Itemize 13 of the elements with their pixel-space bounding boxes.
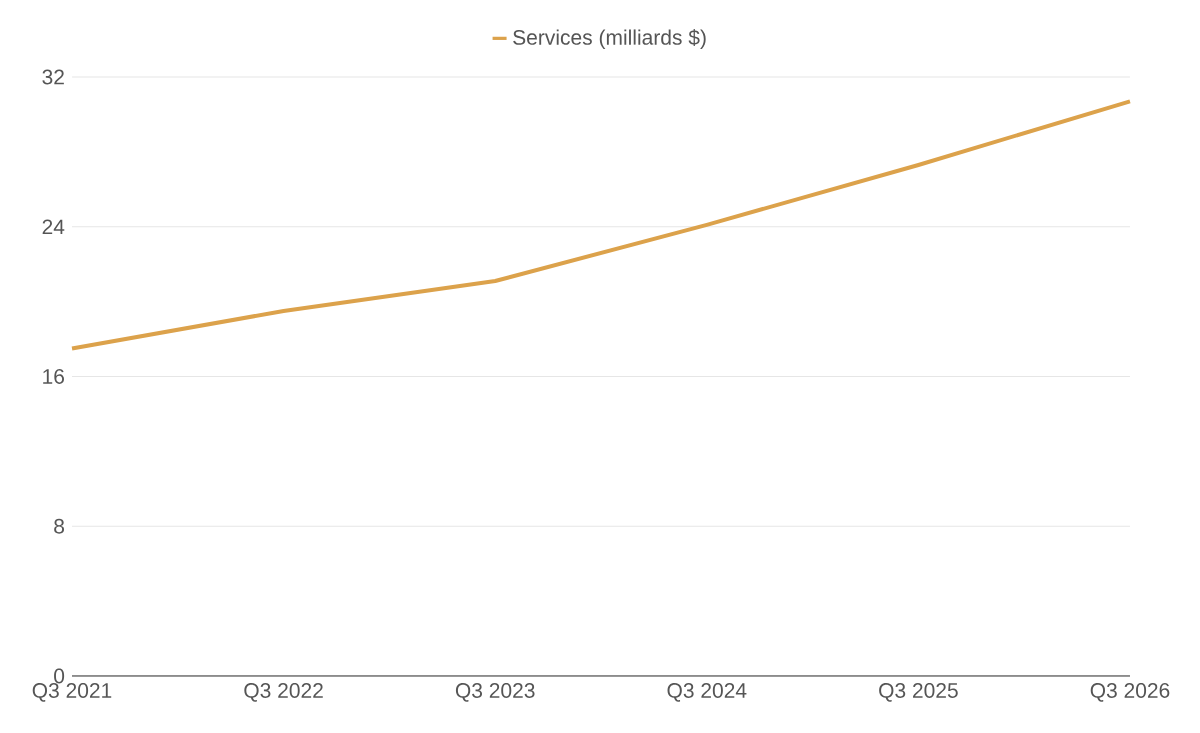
y-tick-label: 24 — [42, 219, 65, 235]
y-tick-label: 8 — [54, 518, 65, 534]
x-tick-label: Q3 2021 — [32, 683, 112, 702]
x-tick-label: Q3 2025 — [879, 683, 958, 702]
x-tick-label: Q3 2023 — [455, 683, 535, 702]
y-tick-label: 0 — [54, 668, 65, 684]
x-tick-label: Q3 2026 — [1090, 683, 1170, 702]
y-tick-label: 16 — [43, 369, 65, 384]
legend-label: Services (milliards $) — [513, 29, 706, 49]
x-tick-label: Q3 2022 — [244, 683, 323, 702]
line-series — [70, 99, 1132, 351]
x-tick-label: Q3 2024 — [667, 683, 747, 702]
y-tick-label: 32 — [42, 69, 64, 85]
